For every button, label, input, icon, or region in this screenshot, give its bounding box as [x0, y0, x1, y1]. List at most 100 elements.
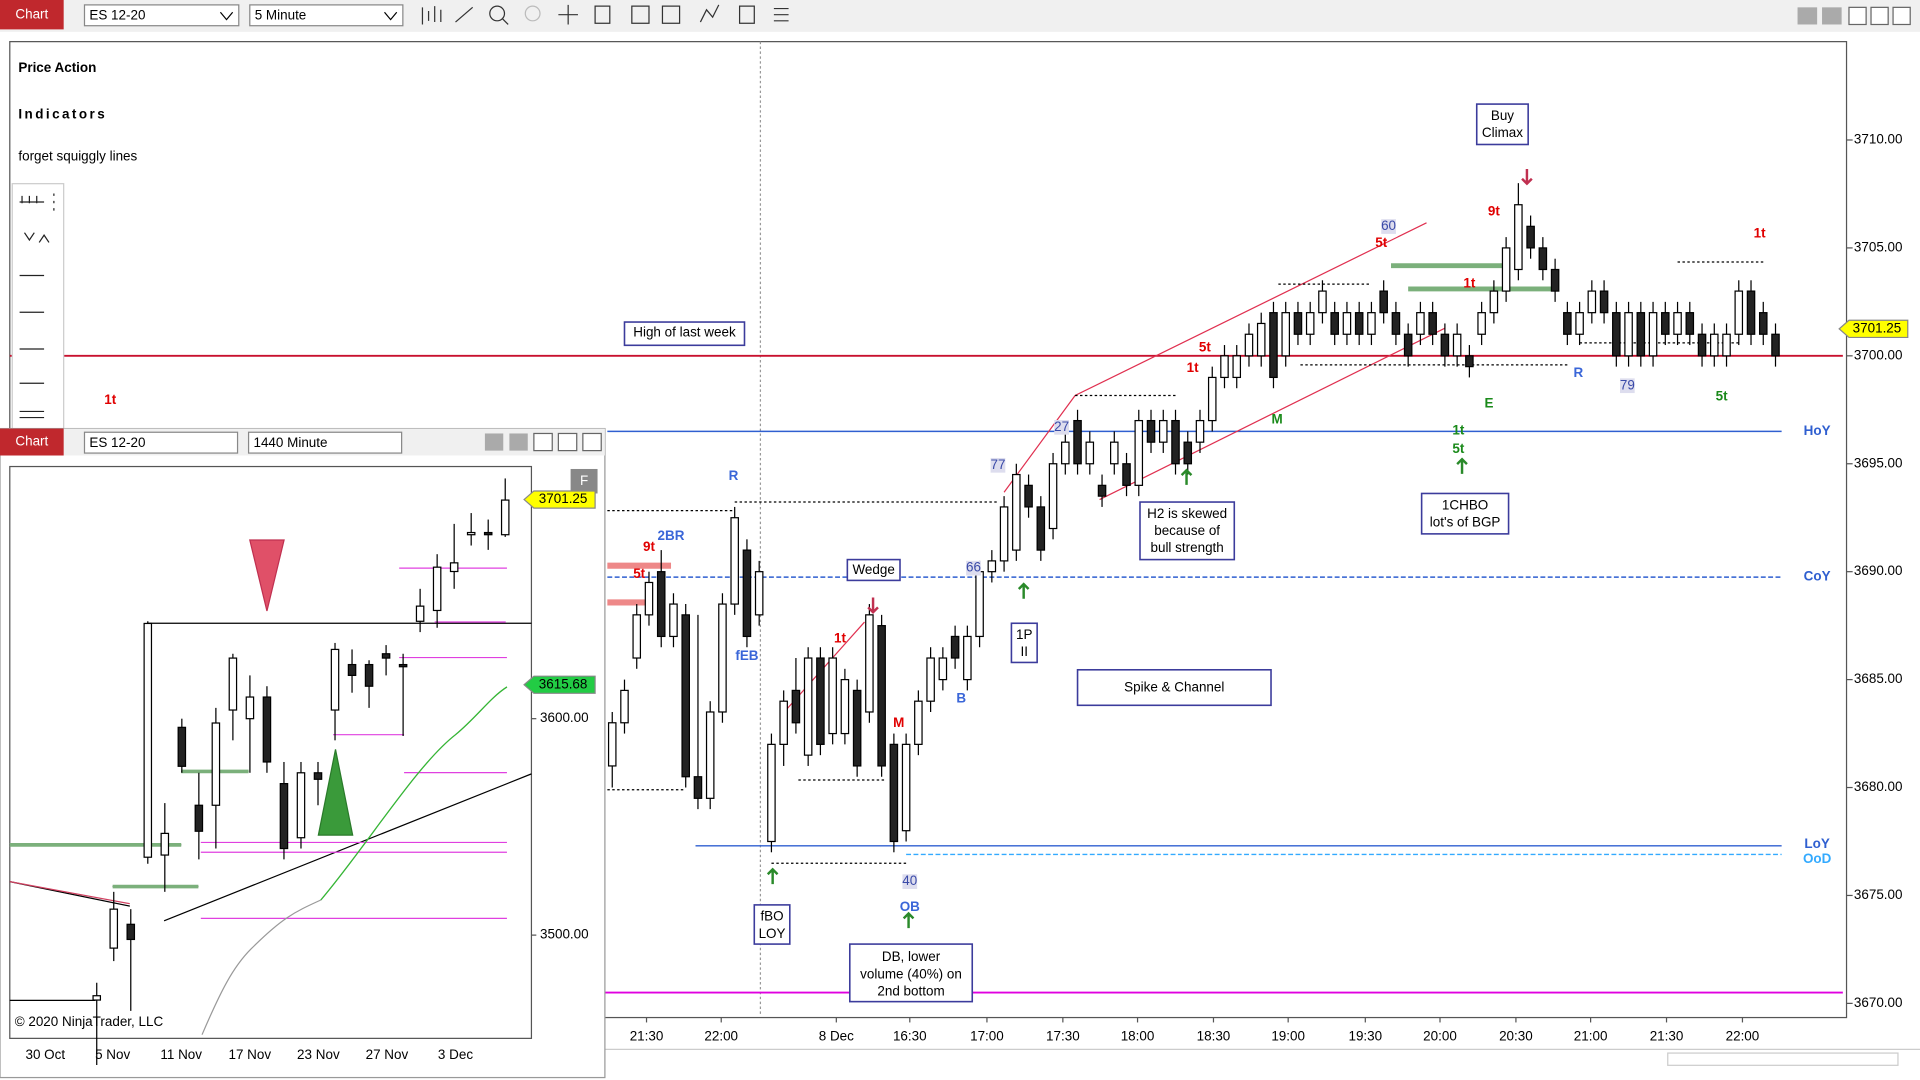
x-tick-label: 20:30	[1499, 1029, 1533, 1044]
tag: 5t	[1375, 235, 1387, 250]
y-tick-label: 3705.00	[1854, 239, 1903, 254]
annotation-text: Spike & Channel	[1124, 680, 1224, 695]
interval-select[interactable]	[249, 4, 404, 27]
price-flag	[1838, 319, 1909, 339]
arrow	[766, 867, 779, 885]
interval-select[interactable]	[247, 431, 403, 454]
arrow	[1180, 468, 1193, 485]
candle-body	[1501, 247, 1511, 292]
candle-body	[938, 657, 948, 681]
candle-body	[92, 995, 102, 1001]
candle-body	[1281, 312, 1290, 357]
candle-body	[914, 700, 923, 745]
candle-body	[901, 743, 911, 832]
candle-body	[126, 923, 136, 941]
window-buttons[interactable]	[484, 432, 602, 452]
candle-body	[1673, 312, 1682, 335]
candle-body	[987, 560, 997, 573]
x-tick-label: 18:00	[1121, 1029, 1155, 1044]
candle-body	[1085, 441, 1095, 465]
candle-body	[262, 696, 272, 763]
candle-body	[1244, 333, 1254, 357]
badge[interactable]	[570, 468, 598, 494]
tag: fEB	[735, 648, 758, 663]
candle-body	[656, 571, 666, 638]
tag: 1t	[1452, 423, 1464, 438]
drawing-line	[1099, 327, 1446, 501]
candle-body	[1722, 333, 1731, 357]
chart-tab[interactable]	[0, 428, 64, 456]
annotation-text: II	[1021, 644, 1028, 659]
candle-body	[1220, 355, 1229, 379]
candle-body	[1305, 312, 1315, 335]
candle-body	[381, 653, 391, 659]
candle-body	[816, 657, 825, 745]
x-tick-label: 18:30	[1197, 1029, 1231, 1044]
candle-body	[1612, 312, 1621, 357]
candle-body	[828, 657, 837, 735]
tag: 2BR	[658, 528, 685, 543]
candle-body	[1575, 312, 1584, 335]
triangle-down	[249, 539, 285, 612]
x-tick-label: 19:00	[1271, 1029, 1305, 1044]
moving-average	[320, 686, 508, 901]
candle-body	[926, 657, 935, 702]
x-tick-label: 27 Nov	[366, 1047, 409, 1062]
candle-body	[177, 726, 187, 767]
candle-body	[330, 648, 340, 711]
candle-body	[963, 635, 972, 681]
candle-body	[865, 614, 874, 713]
candle-body	[296, 772, 306, 839]
badge-label: 77	[990, 457, 1005, 472]
price-flag-label: 3701.25	[1853, 320, 1902, 335]
copyright: © 2020 NinjaTrader, LLC	[15, 1014, 164, 1029]
annotation-text: Buy	[1491, 108, 1514, 123]
tag: 1t	[104, 392, 116, 407]
candle-body	[1146, 419, 1156, 443]
tag: 1t	[1754, 225, 1766, 240]
x-tick-label: 17 Nov	[228, 1047, 271, 1062]
candle-body	[228, 657, 238, 711]
candle-body	[1048, 463, 1058, 530]
candle-body	[730, 517, 739, 605]
candle-body	[398, 663, 408, 668]
annotation-text: because of	[1154, 523, 1220, 538]
zone-lines	[9, 881, 130, 905]
candle-body	[483, 531, 493, 536]
drawing-tools[interactable]	[11, 183, 65, 430]
tab-label: Chart	[15, 434, 48, 449]
annotation-box	[1139, 501, 1236, 561]
candle-body	[1648, 312, 1658, 357]
tag: R	[1574, 365, 1584, 380]
annotation-box	[753, 904, 791, 945]
badge-label: 79	[1620, 377, 1635, 392]
annotation-text: volume (40%) on	[860, 966, 962, 981]
annotation-text: 2nd bottom	[877, 983, 944, 998]
instrument-select[interactable]	[83, 431, 239, 454]
x-tick-label: 5 Nov	[95, 1047, 130, 1062]
candle-body	[1097, 484, 1107, 497]
y-tick-label: 3670.00	[1854, 995, 1903, 1010]
chart-tab[interactable]	[0, 0, 64, 30]
instrument-select[interactable]	[83, 4, 240, 27]
candle-body	[889, 743, 899, 843]
arrow	[867, 597, 879, 614]
tag: 1t	[1463, 276, 1475, 291]
window-buttons[interactable]	[1797, 6, 1911, 26]
annotation-text: LOY	[759, 926, 786, 941]
candle-body	[1256, 322, 1266, 357]
tag: M	[1272, 412, 1283, 427]
badge-label: 40	[902, 873, 917, 888]
annotation-text: 1CHBO	[1442, 497, 1488, 512]
badge-label: 66	[966, 560, 981, 575]
y-tick-label: 3675.00	[1854, 887, 1903, 902]
toolbar-icons[interactable]	[421, 4, 789, 25]
candle-body	[500, 499, 510, 536]
tag: R	[729, 468, 739, 483]
x-tick-label: 30 Oct	[25, 1047, 65, 1062]
candle-body	[160, 832, 170, 856]
x-tick-label: 8 Dec	[819, 1029, 854, 1044]
annotation-box	[1010, 622, 1038, 664]
candle-body	[415, 605, 425, 622]
scrollbar[interactable]	[1667, 1052, 1899, 1066]
